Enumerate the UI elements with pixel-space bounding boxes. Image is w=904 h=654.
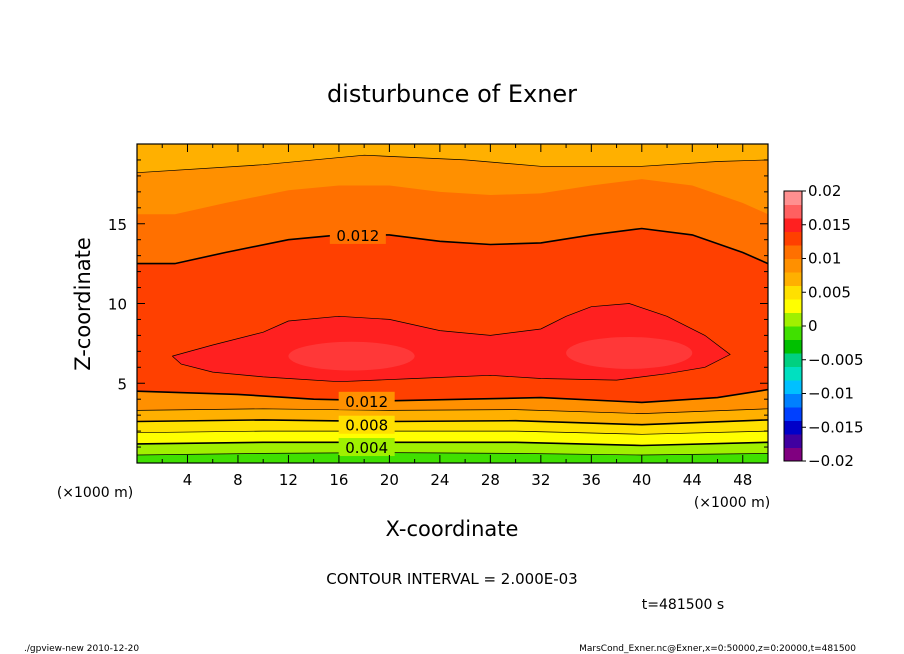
contour-line-6 (172, 303, 731, 383)
x-tick-label: 12 (279, 471, 298, 489)
core-maximum-0 (288, 341, 415, 371)
x-axis-ticks: 4 8 12 16 20 24 28 32 36 40 44 48 (161, 144, 752, 489)
x-tick-label: 24 (430, 471, 449, 489)
x-tick-label: 36 (582, 471, 601, 489)
colorbar-swatch (784, 272, 802, 286)
y-axis-ticks: 5 10 15 (108, 159, 768, 448)
colorbar-tick-label: −0.02 (808, 452, 854, 470)
colorbar-swatch (784, 204, 802, 219)
contour-line-5 (137, 388, 768, 404)
contour-line-2 (137, 430, 768, 435)
colorbar-swatch (784, 299, 802, 313)
contour-label-bg-0 (329, 225, 386, 244)
colorbar-tick-label: −0.015 (808, 418, 864, 436)
colorbar-swatch (784, 339, 802, 354)
contour-line-4 (137, 408, 768, 414)
contour-label-bg-1 (338, 391, 395, 410)
x-tick-label: 20 (380, 471, 399, 489)
filled-contours (137, 144, 768, 463)
colorbar-swatch (784, 447, 802, 462)
y-tick-label: 15 (108, 216, 127, 234)
x-tick-label: 28 (481, 471, 500, 489)
x-tick-label: 16 (329, 471, 348, 489)
contour-interval-text: CONTOUR INTERVAL = 2.000E-03 (326, 570, 577, 588)
colorbar-swatch (784, 231, 802, 246)
contour-line-1 (137, 441, 768, 447)
x-tick-label: 40 (632, 471, 651, 489)
x-tick-label: 4 (183, 471, 193, 489)
footer-right-text: MarsCond_Exner.nc@Exner,x=0:50000,z=0:20… (579, 644, 856, 654)
colorbar-swatch (784, 434, 802, 448)
x-tick-label: 48 (733, 471, 752, 489)
colorbar-tick-label: 0.015 (808, 216, 851, 234)
colorbar-swatch (784, 353, 802, 367)
contour-label-1: 0.012 (345, 393, 388, 411)
contour-line-8 (137, 154, 768, 174)
x-axis-label: X-coordinate (386, 517, 519, 541)
colorbar-swatch (784, 380, 802, 394)
contour-band-top-2 (137, 144, 768, 173)
contour-label-3: 0.004 (345, 439, 388, 457)
colorbar-swatch (784, 312, 802, 327)
colorbar-tick-label: −0.005 (808, 351, 864, 369)
contour-label-bg-2 (338, 415, 395, 434)
z-unit-label: (×1000 m) (57, 485, 133, 501)
colorbar-swatch (784, 191, 802, 205)
colorbar-tick-label: 0 (808, 317, 818, 335)
colorbar-tick-label: 0.005 (808, 283, 851, 301)
colorbar-swatch (784, 420, 802, 435)
x-tick-label: 32 (531, 471, 550, 489)
contour-label-bg-3 (338, 438, 395, 457)
contour-label-0: 0.012 (336, 227, 379, 245)
contour-line-7 (137, 227, 768, 265)
time-stamp-text: t=481500 s (642, 597, 724, 613)
x-unit-label: (×1000 m) (694, 495, 770, 511)
colorbar-tick-label: 0.02 (808, 182, 841, 200)
colorbar-swatch (784, 393, 802, 408)
colorbar-tick-label: 0.01 (808, 250, 841, 268)
contour-label-2: 0.008 (345, 417, 388, 435)
colorbar-swatch (784, 366, 802, 381)
colorbar-swatch (784, 285, 802, 300)
contour-line-0 (137, 452, 768, 456)
footer-left-text: ./gpview-new 2010-12-20 (24, 644, 139, 654)
colorbar-swatch (784, 218, 802, 232)
colorbar: 0.02 0.015 0.01 0.005 0 −0.005 −0.01 −0.015 −0.0… (783, 182, 864, 470)
y-tick-label: 5 (117, 375, 127, 393)
colorbar-swatch (784, 245, 802, 259)
colorbar-tick-label: −0.01 (808, 385, 854, 403)
contour-line-3 (137, 419, 768, 426)
core-maximum-1 (566, 336, 693, 369)
colorbar-swatch (784, 258, 802, 273)
colorbar-swatch (784, 326, 802, 340)
plot-area: 0.012 0.012 0.008 0.004 (137, 144, 768, 463)
chart-title: disturbunce of Exner (327, 80, 577, 108)
x-tick-label: 44 (683, 471, 702, 489)
y-axis-label: Z-coordinate (71, 237, 95, 371)
x-tick-label: 8 (233, 471, 243, 489)
contour-lines (137, 154, 768, 456)
colorbar-swatch (784, 407, 802, 421)
contour-labels: 0.012 0.012 0.008 0.004 (329, 225, 395, 457)
y-tick-label: 10 (108, 296, 127, 314)
